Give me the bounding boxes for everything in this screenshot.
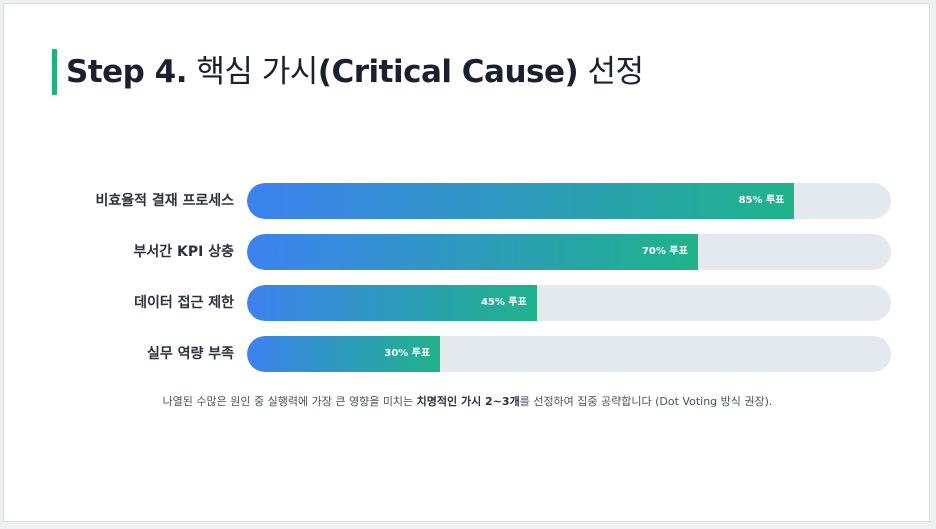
bar-track: 45% 투표 xyxy=(247,285,891,321)
bar-value-label: 70% 투표 xyxy=(641,246,688,257)
page-title: Step 4. 핵심 가시(Critical Cause) 선정 xyxy=(66,44,644,100)
slide: Step 4. 핵심 가시(Critical Cause) 선정 비효율적 결재… xyxy=(3,3,930,522)
title-step: Step 4. xyxy=(66,54,188,90)
cause-label: 부서간 KPI 상충 xyxy=(133,244,234,260)
bar-fill: 85% 투표 xyxy=(247,183,795,219)
title-korean-a: 핵심 가시 xyxy=(196,54,318,90)
bar-track: 85% 투표 xyxy=(247,183,891,219)
cause-row: 실무 역량 부족 30% 투표 xyxy=(4,336,931,372)
title-accent-bar xyxy=(52,49,57,95)
cause-label: 데이터 접근 제한 xyxy=(134,295,234,311)
footnote: 나열된 수많은 원인 중 실행력에 가장 큰 영향을 미치는 치명적인 가시 2… xyxy=(4,393,931,409)
bar-fill: 70% 투표 xyxy=(247,234,698,270)
bar-track: 70% 투표 xyxy=(247,234,891,270)
bar-value-label: 85% 투표 xyxy=(738,195,785,206)
cause-label: 비효율적 결재 프로세스 xyxy=(95,193,234,209)
bar-fill: 30% 투표 xyxy=(247,336,441,372)
cause-row: 데이터 접근 제한 45% 투표 xyxy=(4,285,931,321)
cause-label: 실무 역량 부족 xyxy=(146,346,234,362)
bar-value-label: 30% 투표 xyxy=(384,348,431,359)
title-english: (Critical Cause) xyxy=(317,54,579,90)
title-korean-b: 선정 xyxy=(587,54,645,90)
cause-row: 비효율적 결재 프로세스 85% 투표 xyxy=(4,183,931,219)
cause-row: 부서간 KPI 상충 70% 투표 xyxy=(4,234,931,270)
bar-fill: 45% 투표 xyxy=(247,285,537,321)
footnote-emphasis: 치명적인 가시 2~3개 xyxy=(416,395,520,408)
footnote-text-before: 나열된 수많은 원인 중 실행력에 가장 큰 영향을 미치는 xyxy=(162,395,417,408)
bar-value-label: 45% 투표 xyxy=(480,297,527,308)
footnote-text-after: 를 선정하여 집중 공략합니다 (Dot Voting 방식 권장). xyxy=(519,395,773,408)
bar-track: 30% 투표 xyxy=(247,336,891,372)
